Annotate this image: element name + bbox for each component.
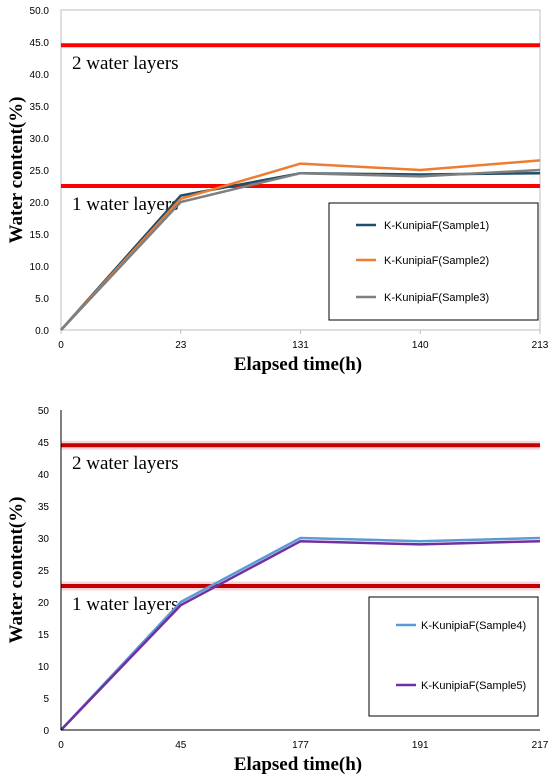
series-lines	[60, 536, 541, 731]
x-tick-label: 0	[58, 740, 64, 751]
x-tick-label: 140	[412, 340, 429, 351]
reference-lines: 2 water layers 1 water layers	[61, 43, 540, 215]
y-tick-label: 10.0	[30, 262, 50, 273]
y-axis-title: Water content(%)	[6, 497, 27, 644]
y-tick-label: 45	[38, 438, 50, 449]
x-axis-title: Elapsed time(h)	[234, 754, 362, 775]
y-tick-label: 40	[38, 470, 50, 481]
series-line	[60, 168, 541, 331]
legend-label: K-KunipiaF(Sample3)	[384, 292, 489, 304]
y-tick-label: 30	[38, 534, 50, 545]
series-line	[60, 536, 541, 731]
y-tick-label: 25.0	[30, 166, 50, 177]
series-line	[60, 159, 541, 331]
x-tick-label: 213	[532, 340, 549, 351]
chart-bottom: 2 water layers 1 water layers 0 5 10 15 20 25 3…	[6, 406, 549, 775]
x-tick-label: 0	[58, 340, 64, 351]
y-tick-label: 40.0	[30, 70, 50, 81]
y-tick-labels: 0.0 5.0 10.0 15.0 20.0 25.0 30.0 35.0 40.0 45.0 50…	[30, 6, 50, 337]
y-tick-label: 30.0	[30, 134, 50, 145]
reference-line-label: 2 water layers	[72, 453, 179, 474]
legend: K-KunipiaF(Sample4) K-KunipiaF(Sample5)	[368, 596, 539, 717]
y-tick-label: 5	[43, 694, 49, 705]
y-tick-label: 45.0	[30, 38, 50, 49]
x-tick-labels: 0 45 177 191 217	[58, 740, 549, 751]
legend: K-KunipiaF(Sample1) K-KunipiaF(Sample2) K-…	[328, 202, 539, 321]
legend-box	[368, 596, 539, 717]
y-tick-label: 0.0	[35, 326, 49, 337]
y-tick-label: 0	[43, 726, 49, 737]
y-tick-label: 35.0	[30, 102, 50, 113]
series-lines	[60, 159, 541, 331]
y-tick-label: 25	[38, 566, 50, 577]
x-axis-title: Elapsed time(h)	[234, 354, 362, 375]
x-tick-label: 191	[412, 740, 429, 751]
x-tick-label: 45	[175, 740, 187, 751]
y-axis-title: Water content(%)	[6, 97, 27, 244]
legend-label: K-KunipiaF(Sample4)	[421, 620, 526, 632]
reference-line-label: 1 water layers	[72, 194, 179, 215]
x-tick-label: 177	[292, 740, 309, 751]
series-line	[60, 539, 541, 731]
y-tick-label: 35	[38, 502, 50, 513]
y-tick-label: 20	[38, 598, 50, 609]
y-tick-label: 5.0	[35, 294, 49, 305]
y-tick-label: 50.0	[30, 6, 50, 17]
x-tick-labels: 0 23 131 140 213	[58, 330, 549, 351]
y-tick-label: 15.0	[30, 230, 50, 241]
legend-box	[328, 202, 539, 321]
legend-label: K-KunipiaF(Sample2)	[384, 255, 489, 267]
x-tick-label: 23	[175, 340, 187, 351]
x-tick-label: 217	[532, 740, 549, 751]
y-tick-label: 10	[38, 662, 50, 673]
legend-label: K-KunipiaF(Sample5)	[421, 680, 526, 692]
y-tick-label: 50	[38, 406, 50, 417]
y-tick-label: 15	[38, 630, 50, 641]
chart-top: 2 water layers 1 water layers 0.0 5.0 10.0 1…	[6, 6, 549, 375]
reference-line-label: 2 water layers	[72, 53, 179, 74]
reference-line-label: 1 water layers	[72, 594, 179, 615]
legend-label: K-KunipiaF(Sample1)	[384, 220, 489, 232]
y-tick-label: 20.0	[30, 198, 50, 209]
reference-lines: 2 water layers 1 water layers	[61, 440, 540, 615]
x-tick-label: 131	[292, 340, 309, 351]
y-tick-labels: 0 5 10 15 20 25 30 35 40 45 50	[38, 406, 50, 737]
